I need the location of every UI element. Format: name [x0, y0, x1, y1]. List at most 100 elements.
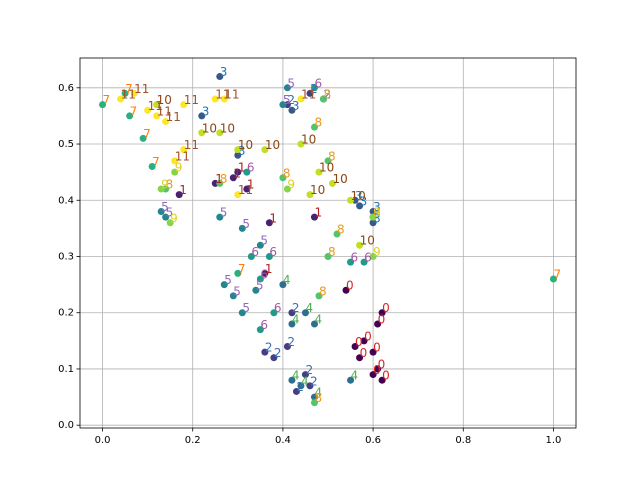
point-label: 8	[319, 284, 327, 298]
point	[265, 219, 273, 227]
point	[301, 309, 309, 317]
point-label: 10	[360, 234, 375, 248]
point-label: 3	[360, 194, 368, 208]
point-label: 7	[103, 93, 111, 107]
point-label: 6	[364, 251, 372, 265]
point	[162, 118, 170, 126]
point-label: 11	[148, 99, 163, 113]
point	[256, 241, 264, 249]
point-label: 10	[333, 172, 348, 186]
point-label: 3	[292, 99, 300, 113]
point-label: 3	[238, 144, 246, 158]
point	[153, 101, 161, 109]
point	[198, 112, 206, 120]
point	[243, 185, 251, 193]
point-label: 11	[157, 104, 172, 118]
point-label: 6	[247, 161, 255, 175]
x-tick-label: 0.6	[365, 435, 381, 446]
point-label: 2	[292, 301, 300, 315]
point-label: 1	[265, 262, 273, 276]
point	[99, 101, 107, 109]
point	[319, 95, 327, 103]
point-label: 2	[305, 363, 313, 377]
point-label: 4	[301, 374, 309, 388]
point	[356, 241, 364, 249]
point	[297, 95, 305, 103]
plot-frame	[79, 57, 577, 429]
point	[347, 196, 355, 204]
point-label: 6	[251, 245, 259, 259]
point-label: 2	[287, 93, 295, 107]
point-label: 2	[274, 346, 282, 360]
point	[198, 129, 206, 137]
point	[234, 168, 242, 176]
point	[121, 89, 129, 97]
point	[283, 185, 291, 193]
point-label: 0	[378, 357, 386, 371]
point-label: 9	[170, 211, 178, 225]
point-label: 0	[360, 346, 368, 360]
point	[220, 281, 228, 289]
point	[360, 258, 368, 266]
point-label: 11	[184, 93, 199, 107]
y-tick-label: 0.3	[58, 251, 74, 262]
point-label: 5	[287, 76, 295, 90]
point	[153, 112, 161, 120]
point	[171, 168, 179, 176]
point	[238, 309, 246, 317]
point-label: 1	[269, 211, 277, 225]
point	[288, 320, 296, 328]
point	[180, 146, 188, 154]
point-label: 10	[157, 93, 172, 107]
point-label: 10	[265, 138, 280, 152]
point	[378, 309, 386, 317]
point	[324, 252, 332, 260]
point	[301, 371, 309, 379]
point-label: 7	[143, 127, 151, 141]
point-label: 1	[215, 172, 223, 186]
point-label: 9	[373, 245, 381, 259]
point-label: 3	[373, 211, 381, 225]
point	[378, 376, 386, 384]
point-label: 10	[238, 138, 253, 152]
point	[234, 151, 242, 159]
point	[220, 95, 228, 103]
point-label: 10	[220, 121, 235, 135]
point-label: 5	[256, 279, 264, 293]
point-label: 11	[175, 149, 190, 163]
point-label: 6	[260, 267, 268, 281]
point	[288, 106, 296, 114]
point-label: 1	[238, 161, 246, 175]
point	[243, 168, 251, 176]
point	[549, 275, 557, 283]
point	[211, 95, 219, 103]
point-label: 5	[224, 273, 232, 287]
point	[342, 286, 350, 294]
point-label: 11	[166, 110, 181, 124]
point-label: 8	[166, 178, 174, 192]
point-label: 4	[292, 369, 300, 383]
point	[261, 146, 269, 154]
point-label: 0	[346, 279, 354, 293]
point-label: 11	[238, 183, 253, 197]
point	[315, 292, 323, 300]
point-label: 2	[287, 335, 295, 349]
point-label: 8	[373, 206, 381, 220]
point-label: 9	[175, 161, 183, 175]
point	[252, 286, 260, 294]
point-label: 1	[233, 166, 241, 180]
point	[310, 393, 318, 401]
point-label: 8	[328, 149, 336, 163]
point	[306, 191, 314, 199]
point	[216, 213, 224, 221]
point-label: 4	[292, 312, 300, 326]
point-label: 5	[166, 206, 174, 220]
point	[374, 320, 382, 328]
point-label: 5	[260, 234, 268, 248]
point-label: 6	[351, 251, 359, 265]
point-label: 3	[355, 189, 363, 203]
point	[234, 269, 242, 277]
y-tick-label: 0.2	[58, 308, 74, 319]
point	[310, 399, 318, 407]
